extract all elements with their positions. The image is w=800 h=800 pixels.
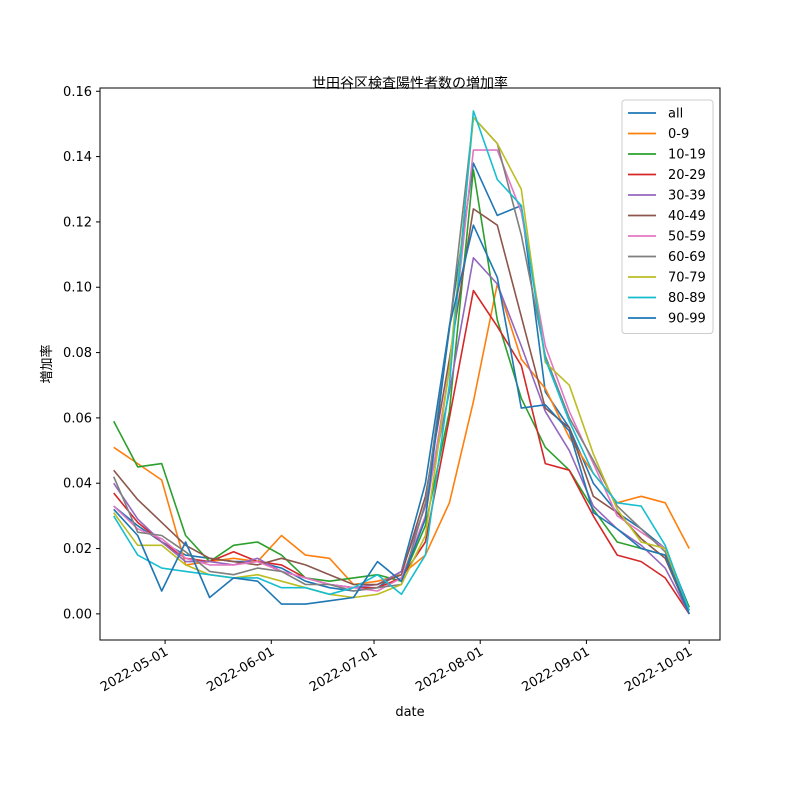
- plot-area: [99, 87, 721, 641]
- legend-label: 50-59: [668, 230, 706, 245]
- series-line-10-19: [112, 168, 690, 608]
- series-line-20-29: [113, 289, 690, 615]
- series-layer: [112, 110, 690, 615]
- y-axis-label: 増加率: [39, 344, 55, 383]
- series-line-90-99: [113, 224, 690, 615]
- legend-label: 40-49: [668, 209, 706, 224]
- legend-label: 60-69: [668, 250, 706, 265]
- legend-label: 70-79: [668, 271, 706, 286]
- series-line-30-39: [113, 256, 690, 615]
- series-line-50-59: [113, 149, 690, 611]
- y-tick-label: 0.02: [63, 542, 92, 557]
- series-line-40-49: [113, 208, 690, 615]
- series-line-70-79: [113, 116, 690, 611]
- legend-frame: [621, 99, 714, 334]
- y-tick-label: 0.12: [63, 215, 92, 230]
- legend-label: 30-39: [668, 189, 706, 204]
- y-tick-label: 0.06: [63, 411, 92, 426]
- x-axis-label: date: [395, 705, 424, 720]
- plot-frame: [99, 87, 721, 641]
- series-line-0-9: [113, 283, 690, 586]
- x-axis: 2022-05-01 2022-06-01 2022-07-01 2022-08-01…: [98, 640, 695, 695]
- x-tick-label: 2022-05-01: [98, 644, 171, 695]
- x-tick-label: 2022-08-01: [413, 644, 486, 695]
- legend: all 0-9 10-19 20-29 30-39 40-49 50-59 60-69 70-7…: [621, 99, 714, 334]
- x-tick-label: 2022-09-01: [519, 644, 592, 695]
- x-tick-label: 2022-06-01: [204, 644, 277, 695]
- y-tick-label: 0.16: [63, 85, 92, 100]
- legend-label: 20-29: [668, 168, 706, 183]
- series-line-80-89: [113, 110, 690, 611]
- y-tick-label: 0.14: [63, 150, 92, 165]
- y-tick-label: 0.00: [63, 607, 92, 622]
- legend-label: 0-9: [668, 127, 689, 142]
- y-tick-label: 0.08: [63, 346, 92, 361]
- y-axis: 0.00 0.02 0.04 0.06 0.08 0.10 0.12 0.14 0.16: [63, 85, 100, 622]
- series-line-all: [113, 162, 690, 608]
- x-tick-label: 2022-07-01: [307, 644, 380, 695]
- legend-label: 80-89: [668, 291, 706, 306]
- y-tick-label: 0.10: [63, 281, 92, 296]
- legend-label: 10-19: [668, 148, 706, 163]
- legend-label: all: [668, 107, 683, 122]
- legend-label: 90-99: [668, 312, 706, 327]
- y-tick-label: 0.04: [63, 477, 92, 492]
- x-tick-label: 2022-10-01: [622, 644, 695, 695]
- series-line-60-69: [112, 116, 690, 615]
- chart-title: 世田谷区検査陽性者数の増加率: [312, 75, 508, 92]
